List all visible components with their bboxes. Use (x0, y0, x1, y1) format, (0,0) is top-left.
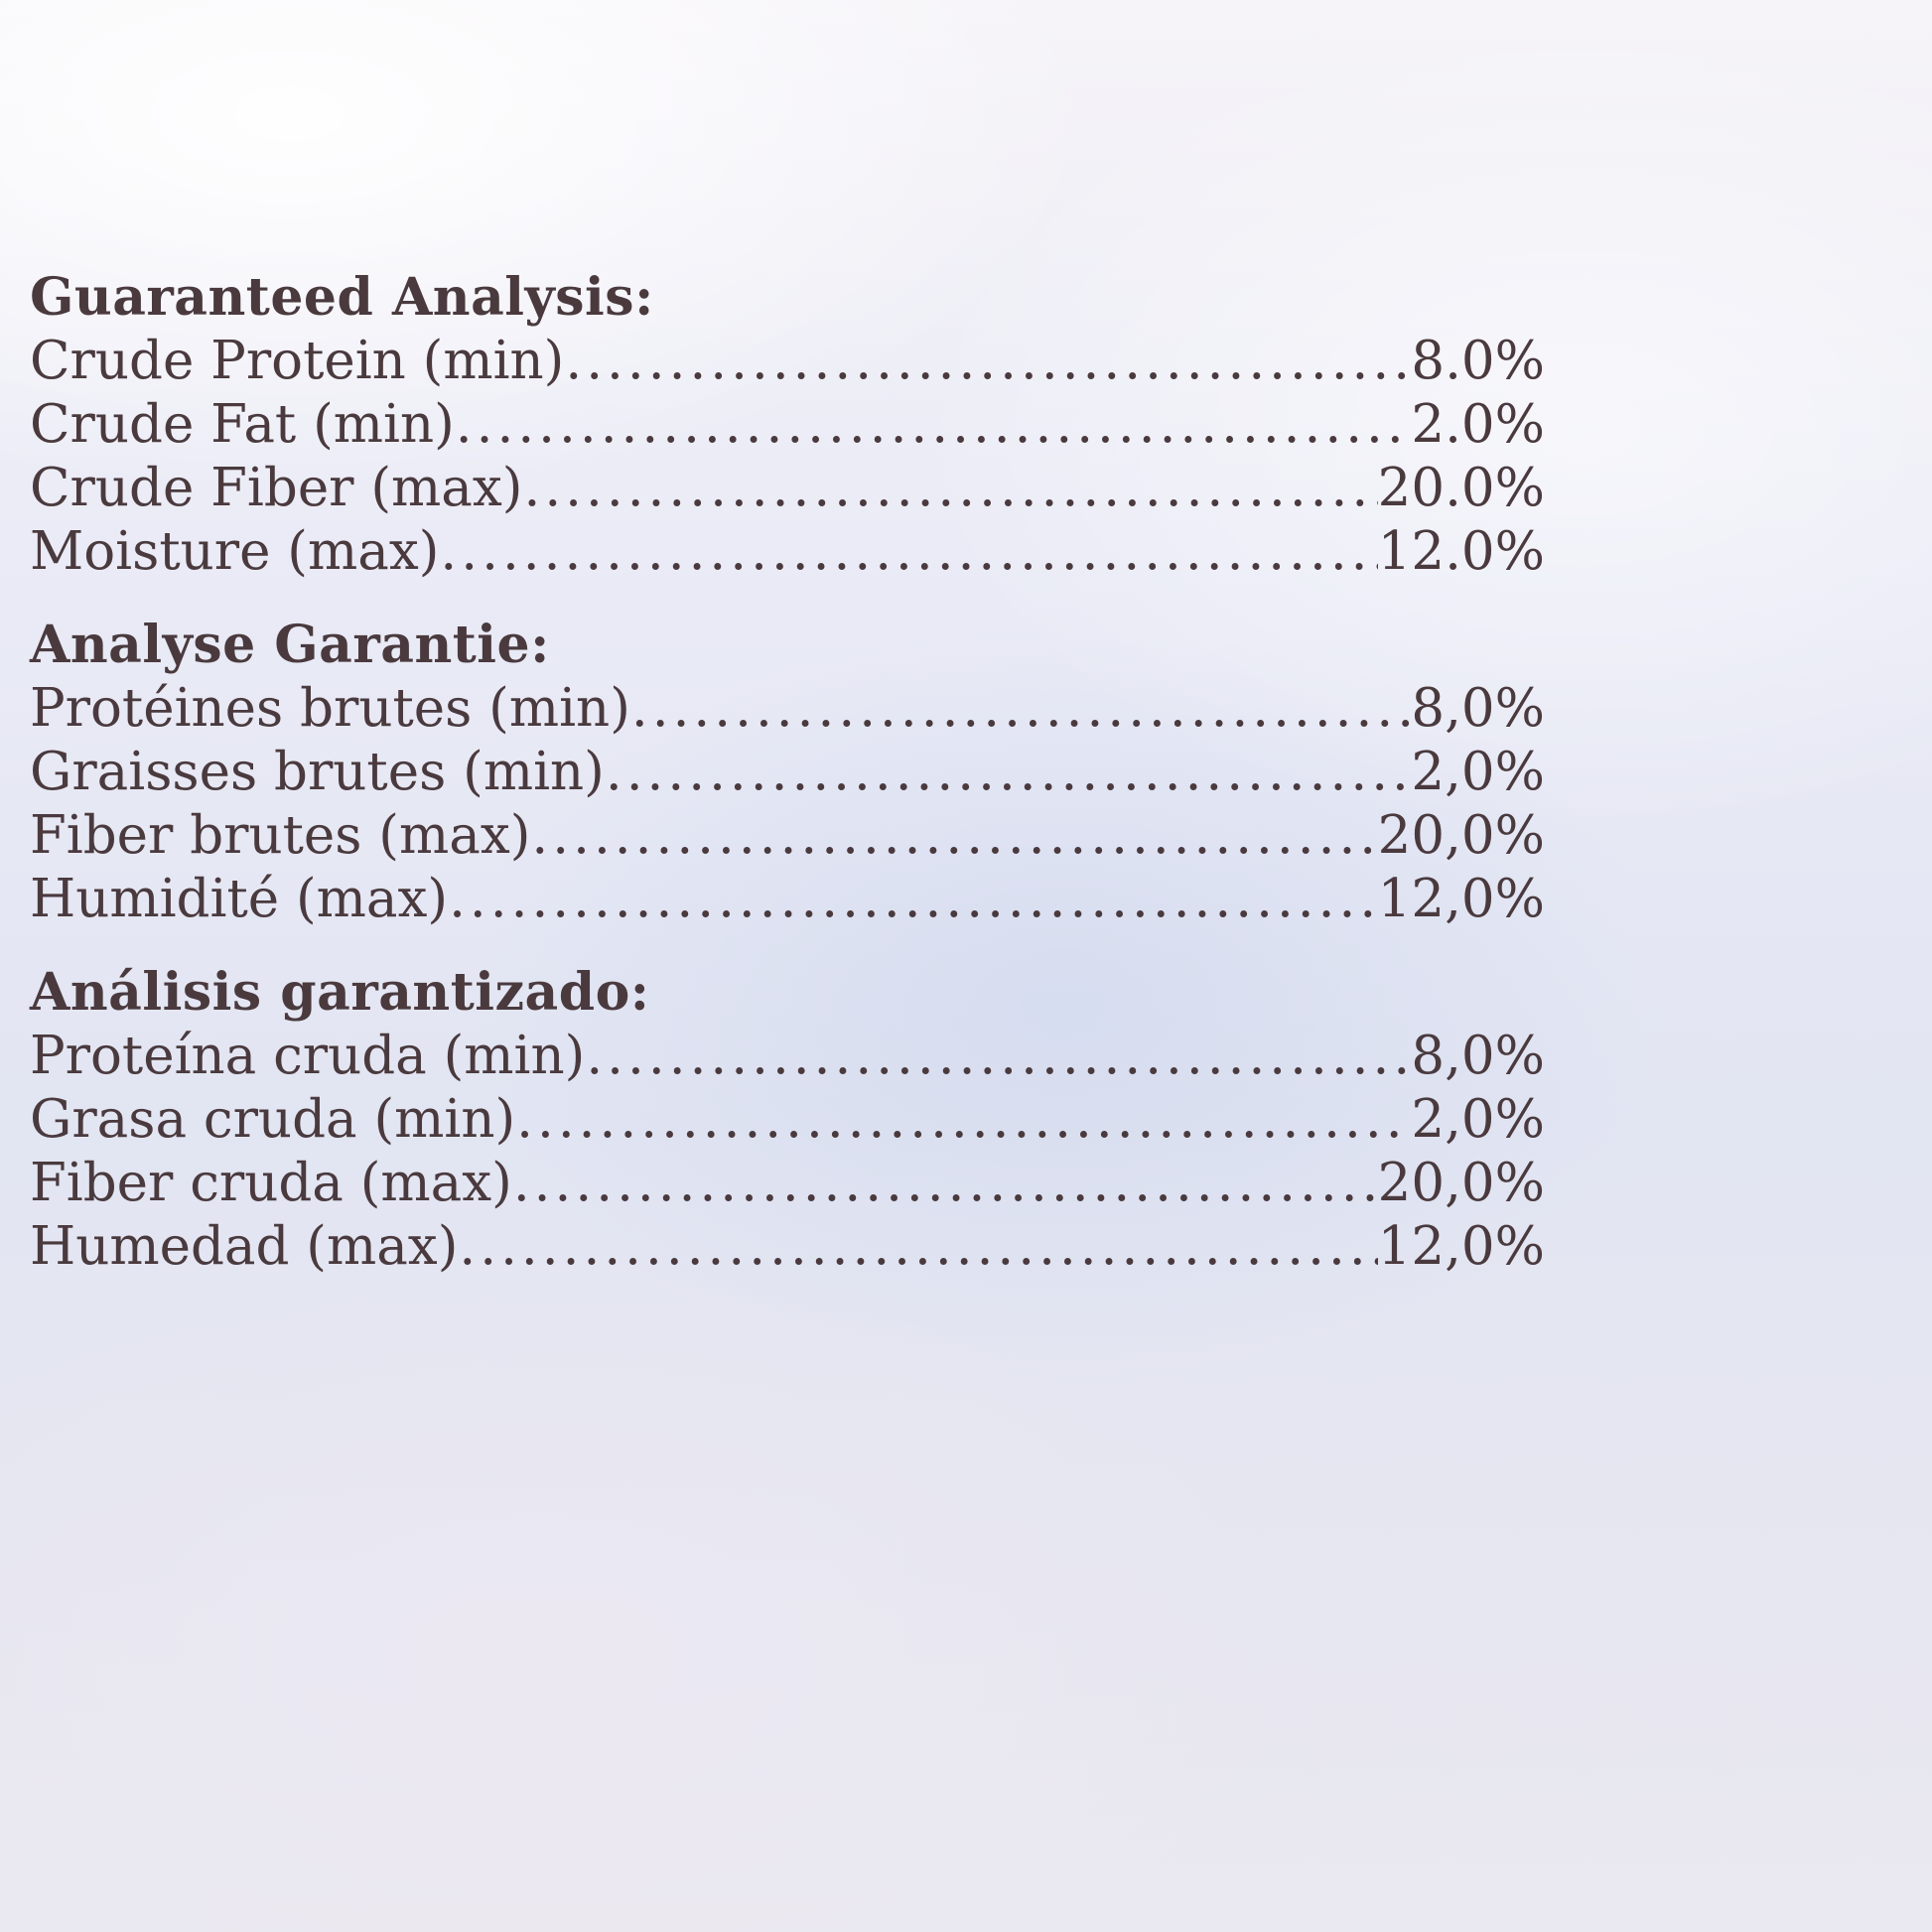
dot-leader (605, 741, 1412, 804)
dot-leader (448, 868, 1378, 931)
row-label: Crude Fat (min) (30, 394, 455, 455)
row-value: 12.0% (1377, 521, 1545, 582)
row-label: Fiber cruda (max) (30, 1153, 512, 1213)
row-value: 8,0% (1411, 1026, 1545, 1086)
analysis-row: Crude Protein (min) 8.0% (30, 330, 1545, 393)
analysis-row: Crude Fiber (max) 20.0% (30, 457, 1545, 520)
dot-leader (458, 1215, 1377, 1279)
dot-leader (455, 393, 1412, 457)
row-label: Graisses brutes (min) (30, 742, 605, 802)
row-label: Humedad (max) (30, 1216, 459, 1277)
row-label: Proteína cruda (min) (30, 1026, 586, 1086)
row-label: Humidité (max) (30, 869, 449, 929)
dot-leader (522, 457, 1377, 520)
analysis-row: Moisture (max) 12.0% (30, 520, 1545, 584)
row-label: Moisture (max) (30, 521, 440, 582)
analysis-row: Graisses brutes (min) 2,0% (30, 741, 1545, 804)
analysis-row: Proteína cruda (min) 8,0% (30, 1025, 1545, 1088)
section-heading: Análisis garantizado: (30, 962, 650, 1023)
row-value: 12,0% (1377, 1216, 1545, 1277)
row-label: Crude Fiber (max) (30, 458, 523, 518)
section-guaranteed-analysis: Guaranteed Analysis: Crude Protein (min)… (30, 266, 1545, 584)
dot-leader (512, 1152, 1378, 1215)
dot-leader (585, 1025, 1411, 1088)
row-value: 20,0% (1377, 805, 1545, 866)
row-value: 20,0% (1377, 1153, 1545, 1213)
section-heading: Guaranteed Analysis: (30, 267, 654, 328)
analysis-row: Humidité (max) 12,0% (30, 868, 1545, 931)
dot-leader (530, 804, 1377, 868)
dot-leader (630, 677, 1411, 741)
row-value: 20.0% (1377, 458, 1545, 518)
analysis-row: Crude Fat (min) 2.0% (30, 393, 1545, 457)
dot-leader (515, 1088, 1411, 1152)
row-label: Protéines brutes (min) (30, 678, 630, 739)
section-analyse-garantie: Analyse Garantie: Protéines brutes (min)… (30, 614, 1545, 931)
row-label: Grasa cruda (min) (30, 1089, 516, 1150)
section-heading: Analyse Garantie: (30, 615, 550, 675)
section-analisis-garantizado: Análisis garantizado: Proteína cruda (mi… (30, 961, 1545, 1279)
dot-leader (439, 520, 1377, 584)
analysis-row: Fiber cruda (max) 20,0% (30, 1152, 1545, 1215)
analysis-row: Humedad (max) 12,0% (30, 1215, 1545, 1279)
row-label: Fiber brutes (max) (30, 805, 531, 866)
row-label: Crude Protein (min) (30, 331, 565, 391)
row-value: 2,0% (1411, 1089, 1545, 1150)
row-value: 2.0% (1411, 394, 1545, 455)
analysis-row: Fiber brutes (max) 20,0% (30, 804, 1545, 868)
row-value: 8,0% (1411, 678, 1545, 739)
row-value: 8.0% (1411, 331, 1545, 391)
row-value: 12,0% (1377, 869, 1545, 929)
analysis-row: Grasa cruda (min) 2,0% (30, 1088, 1545, 1152)
row-value: 2,0% (1411, 742, 1545, 802)
dot-leader (564, 330, 1411, 393)
analysis-row: Protéines brutes (min) 8,0% (30, 677, 1545, 741)
